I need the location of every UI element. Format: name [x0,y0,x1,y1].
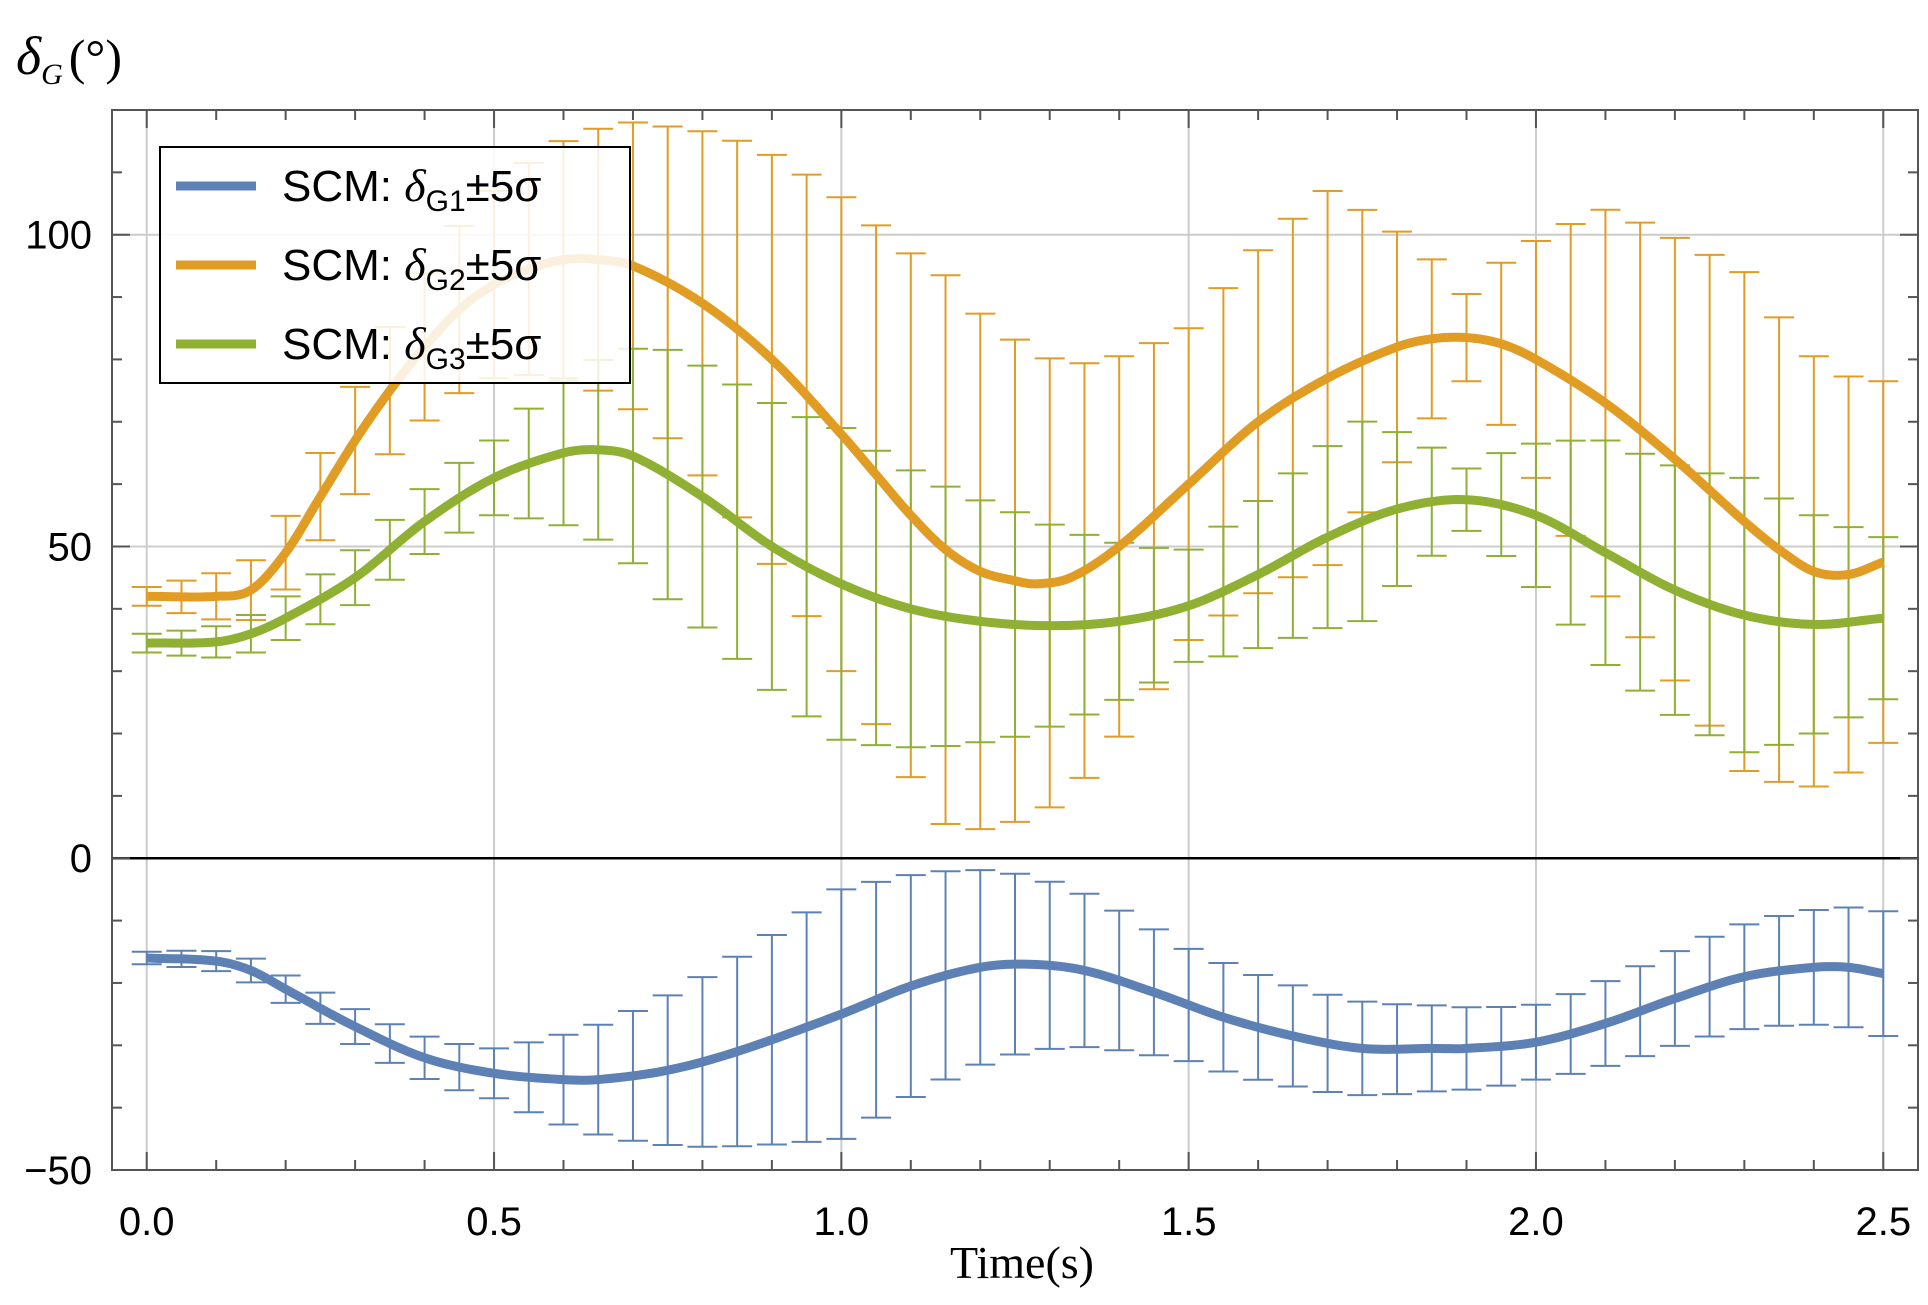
legend-subscript: G2 [426,264,466,297]
legend-prefix: SCM: [282,320,404,369]
legend-label: SCM: δG2±5σ [282,239,541,297]
legend-suffix: ±5σ [466,241,542,290]
legend-symbol: δ [404,160,426,211]
legend-prefix: SCM: [282,162,404,211]
plot-frame [111,109,1919,1171]
y-axis-title: δG (°) [16,26,122,91]
y-tick-label: 0 [70,837,92,881]
x-tick-label: 1.0 [814,1200,870,1244]
plot-border [111,109,1919,1171]
legend-label: SCM: δG1±5σ [282,160,541,218]
legend-subscript: G3 [426,343,466,376]
legend-entry-1: SCM: δG1±5σ [176,160,541,218]
legend-entry-3: SCM: δG3±5σ [176,318,541,376]
series-line-3 [146,445,1884,648]
x-tick-label: 2.0 [1508,1200,1564,1244]
x-tick-label: 0.0 [119,1200,175,1244]
y-tick-label: 50 [48,525,93,569]
x-tick-label: 1.5 [1161,1200,1217,1244]
y-tick-label: 100 [25,214,92,258]
axis-ticks [112,109,1918,1171]
legend-prefix: SCM: [282,241,404,290]
x-tick-label: 0.5 [466,1200,522,1244]
legend-symbol: δ [404,318,426,369]
y-axis-subscript: G [41,58,63,91]
legend-suffix: ±5σ [466,162,542,211]
y-axis-symbol: δ [16,26,42,86]
legend-label: SCM: δG3±5σ [282,318,541,376]
legend-subscript: G1 [426,185,466,218]
y-axis-unit: (°) [69,29,122,85]
legend-suffix: ±5σ [466,320,542,369]
series-line-1 [146,953,1885,1085]
legend-symbol: δ [404,239,426,290]
y-tick-label: −50 [24,1149,92,1193]
x-tick-label: 2.5 [1855,1200,1911,1244]
x-axis-title: Time(s) [950,1237,1094,1288]
legend-entry-2: SCM: δG2±5σ [176,239,541,297]
